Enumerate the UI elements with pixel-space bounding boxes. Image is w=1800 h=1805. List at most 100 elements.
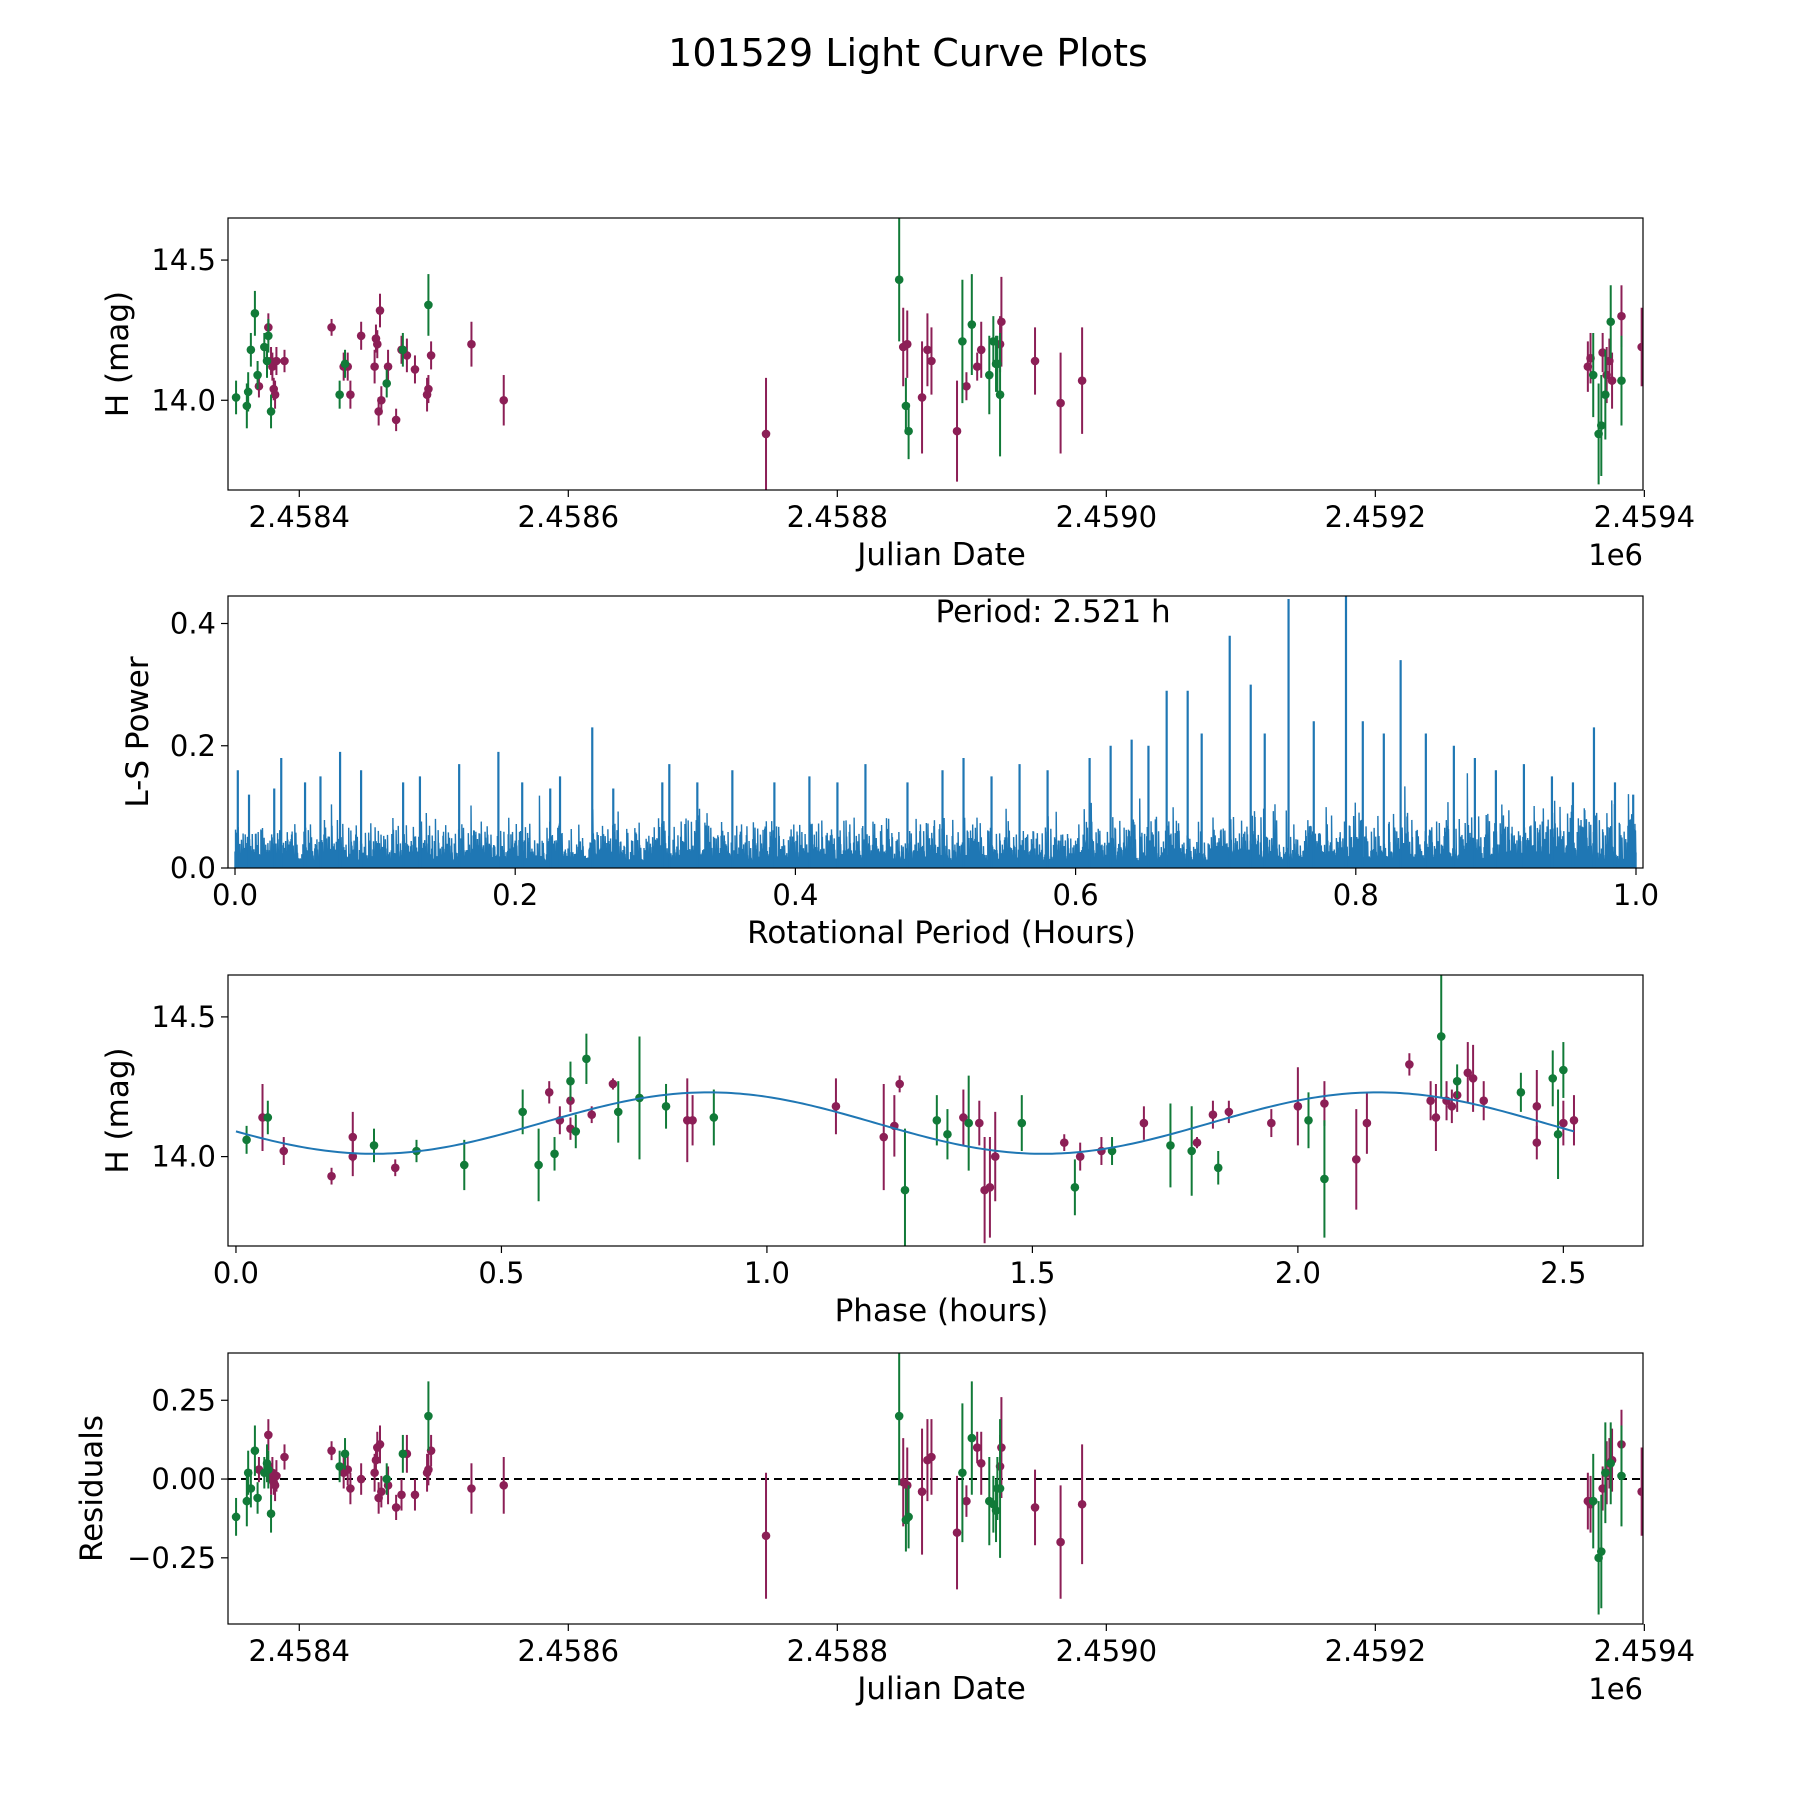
data-point-purple	[390, 1163, 400, 1173]
data-point-purple	[927, 356, 936, 366]
data-point-purple	[1030, 356, 1040, 366]
data-point-purple	[1532, 1102, 1542, 1111]
x-tick-label: 1.0	[744, 1256, 790, 1290]
data-point-green	[904, 1512, 913, 1522]
data-point-green	[1606, 317, 1616, 327]
data-point-purple	[370, 362, 379, 371]
data-point-purple	[1056, 398, 1065, 408]
data-point-purple	[279, 1146, 289, 1156]
data-point-purple	[1208, 1110, 1218, 1119]
plot-area-lightcurve	[231, 218, 1643, 490]
data-point-green	[231, 1512, 241, 1522]
x-tick-label: 2.4590	[1056, 1634, 1157, 1668]
period-annotation: Period: 2.521 h	[936, 594, 1171, 630]
y-axis-label: H (mag)	[100, 1047, 136, 1173]
data-point-purple	[327, 323, 336, 332]
data-point-green	[250, 309, 260, 318]
data-point-green	[943, 1129, 952, 1139]
plot-area-periodogram	[234, 596, 1637, 868]
data-point-purple	[1059, 1138, 1069, 1147]
x-tick-label: 2.5	[1540, 1256, 1586, 1290]
x-offset-label: 1e6	[1588, 538, 1643, 572]
data-point-purple	[270, 390, 280, 399]
data-point-purple	[1637, 1487, 1643, 1496]
data-point-purple	[1077, 1499, 1087, 1509]
data-point-green	[1617, 376, 1626, 385]
data-point-green	[242, 1135, 251, 1145]
data-point-purple	[902, 339, 912, 349]
data-point-purple	[377, 1487, 386, 1496]
data-point-purple	[280, 356, 289, 366]
data-point-purple	[688, 1115, 697, 1125]
data-point-green	[1617, 1471, 1626, 1481]
data-point-purple	[348, 1152, 358, 1161]
data-point-green	[246, 345, 256, 355]
data-point-purple	[270, 1481, 280, 1490]
data-point-green	[266, 1509, 276, 1519]
data-point-purple	[383, 362, 393, 371]
data-point-purple	[902, 1481, 912, 1490]
data-point-green	[1304, 1115, 1313, 1125]
data-point-green	[985, 370, 994, 380]
data-point-green	[340, 359, 350, 369]
data-point-purple	[1447, 1102, 1457, 1111]
data-point-green	[1166, 1141, 1175, 1150]
data-point-green	[894, 275, 904, 284]
x-axis-label: Phase (hours)	[835, 1293, 1049, 1329]
data-point-green	[382, 1474, 392, 1484]
data-point-green	[398, 1449, 408, 1459]
data-point-purple	[370, 1468, 379, 1478]
data-point-green	[266, 407, 276, 416]
data-point-green	[1320, 1174, 1329, 1184]
data-point-purple	[952, 426, 962, 436]
data-point-purple	[1468, 1074, 1478, 1083]
data-point-purple	[1569, 1115, 1579, 1125]
x-tick-label: 0.5	[478, 1256, 524, 1290]
data-point-purple	[927, 1452, 936, 1462]
data-point-purple	[831, 1102, 841, 1111]
data-point-purple	[997, 1443, 1006, 1452]
data-point-purple	[391, 415, 401, 425]
data-point-purple	[1479, 1096, 1489, 1106]
x-tick-label: 2.4584	[249, 500, 350, 534]
y-tick-label: 14.0	[151, 383, 216, 417]
data-point-green	[1548, 1074, 1558, 1083]
x-tick-label: 0.2	[492, 878, 538, 912]
data-point-purple	[952, 1528, 962, 1537]
data-point-green	[1070, 1183, 1080, 1192]
data-point-purple	[1030, 1503, 1040, 1512]
data-point-purple	[761, 1531, 771, 1541]
data-point-green	[995, 1484, 1005, 1493]
data-point-green	[264, 331, 273, 341]
x-tick-label: 2.4594	[1594, 1634, 1695, 1668]
data-point-purple	[254, 381, 264, 391]
data-point-purple	[608, 1079, 618, 1089]
data-point-purple	[985, 1183, 995, 1192]
data-point-green	[904, 426, 913, 436]
data-point-purple	[1192, 1138, 1202, 1147]
data-point-green	[340, 1449, 350, 1459]
data-point-green	[534, 1160, 543, 1170]
data-point-green	[1597, 1547, 1606, 1556]
data-point-purple	[356, 1474, 366, 1484]
x-tick-label: 2.4584	[249, 1634, 350, 1668]
data-point-purple	[997, 317, 1006, 327]
data-point-green	[709, 1113, 719, 1122]
data-point-green	[995, 390, 1005, 399]
data-point-purple	[424, 384, 433, 394]
data-point-purple	[1637, 342, 1643, 352]
y-axis-label: H (mag)	[100, 291, 136, 417]
data-point-green	[424, 1411, 433, 1421]
plot-area-residuals	[228, 1353, 1643, 1615]
data-point-green	[958, 337, 967, 346]
data-point-green	[566, 1076, 575, 1086]
data-point-purple	[397, 1490, 406, 1500]
data-point-purple	[410, 1490, 420, 1500]
data-point-purple	[917, 393, 927, 402]
x-tick-label: 2.4592	[1325, 1634, 1426, 1668]
data-point-green	[382, 379, 392, 388]
data-point-green	[900, 1185, 910, 1195]
data-point-green	[459, 1160, 469, 1170]
data-point-green	[1588, 1496, 1598, 1506]
data-point-purple	[467, 339, 476, 349]
